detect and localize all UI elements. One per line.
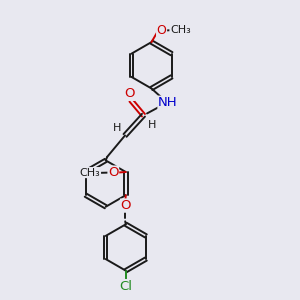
- Text: NH: NH: [158, 96, 178, 109]
- Text: CH₃: CH₃: [170, 25, 191, 35]
- Text: CH₃: CH₃: [80, 168, 101, 178]
- Text: O: O: [157, 24, 166, 37]
- Text: H: H: [148, 120, 156, 130]
- Text: H: H: [112, 123, 121, 133]
- Text: O: O: [121, 199, 131, 212]
- Text: Cl: Cl: [119, 280, 132, 292]
- Text: O: O: [124, 87, 135, 100]
- Text: O: O: [108, 166, 119, 179]
